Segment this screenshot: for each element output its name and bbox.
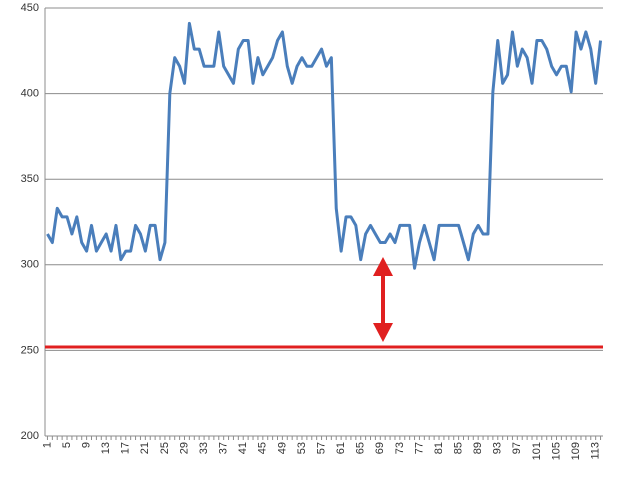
x-tick-label: 17: [120, 442, 132, 454]
x-tick-label: 45: [257, 442, 269, 454]
x-tick-label: 85: [453, 442, 465, 454]
x-tick-label: 73: [394, 442, 406, 454]
x-tick-label: 101: [531, 442, 543, 460]
x-tick-label: 5: [61, 442, 73, 448]
y-tick-label: 400: [21, 88, 39, 100]
x-tick-label: 109: [570, 442, 582, 460]
x-tick-label: 81: [433, 442, 445, 454]
y-tick-label: 250: [21, 344, 39, 356]
x-tick-label: 1: [41, 442, 53, 448]
x-tick-label: 37: [218, 442, 230, 454]
x-tick-label: 13: [100, 442, 112, 454]
x-tick-label: 69: [374, 442, 386, 454]
x-tick-label: 25: [159, 442, 171, 454]
gap-arrow: [373, 257, 393, 342]
x-tick-label: 9: [81, 442, 93, 448]
x-tick-label: 49: [276, 442, 288, 454]
x-tick-label: 57: [315, 442, 327, 454]
x-tick-label: 33: [198, 442, 210, 454]
x-tick-label: 41: [237, 442, 249, 454]
y-tick-label: 350: [21, 173, 39, 185]
x-tick-label: 65: [355, 442, 367, 454]
x-tick-label: 105: [550, 442, 562, 460]
x-tick-label: 93: [492, 442, 504, 454]
x-tick-label: 89: [472, 442, 484, 454]
x-tick-label: 97: [511, 442, 523, 454]
x-tick-label: 29: [178, 442, 190, 454]
y-tick-label: 450: [21, 2, 39, 14]
x-tick-label: 53: [296, 442, 308, 454]
x-tick-label: 61: [335, 442, 347, 454]
series-line: [46, 21, 603, 270]
x-tick-label: 21: [139, 442, 151, 454]
y-tick-label: 300: [21, 259, 39, 271]
y-tick-label: 200: [21, 430, 39, 442]
x-tick-label: 77: [413, 442, 425, 454]
x-tick-label: 113: [590, 442, 602, 460]
